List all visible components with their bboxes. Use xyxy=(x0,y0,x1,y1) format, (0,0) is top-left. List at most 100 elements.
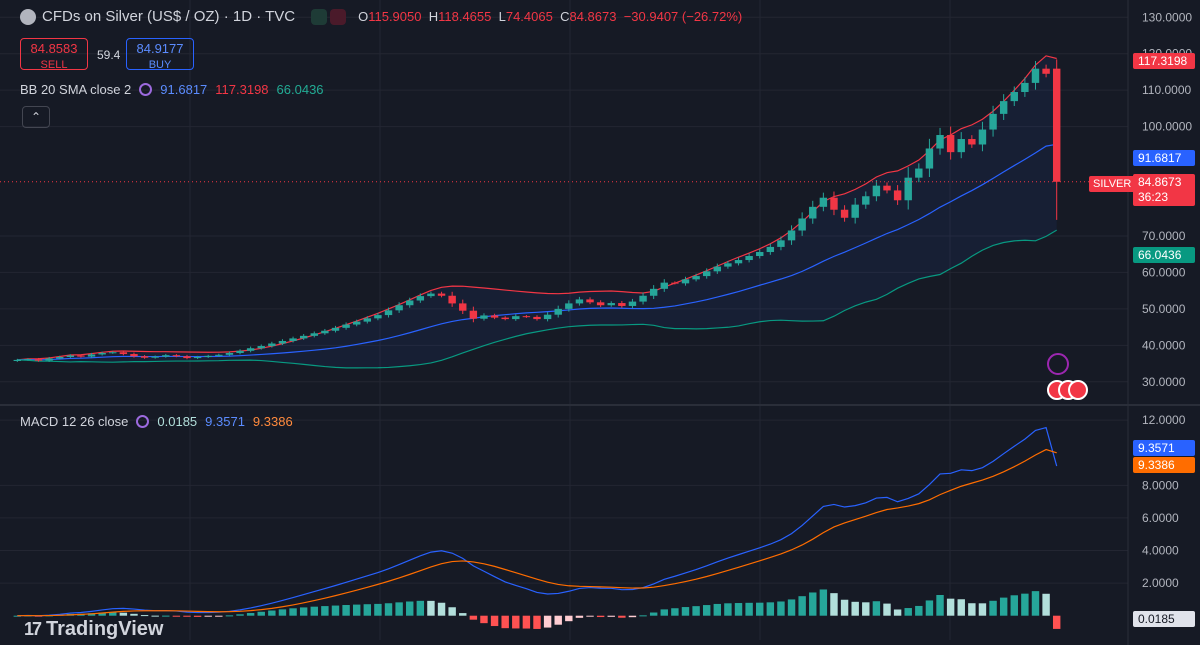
candle-body xyxy=(628,301,637,306)
macd-histogram-bar xyxy=(490,615,499,627)
macd-histogram-bar xyxy=(172,615,181,617)
bb-lower-price-tag: 66.0436 xyxy=(1133,247,1195,263)
candle-body xyxy=(130,354,138,357)
macd-axis-tick: 12.0000 xyxy=(1142,413,1186,427)
economic-event-icon-3[interactable] xyxy=(1068,380,1088,400)
macd-histogram-bar xyxy=(416,600,425,616)
symbol-title[interactable]: CFDs on Silver (US$ / OZ) · 1D · TVC xyxy=(42,8,296,25)
macd-histogram-bar xyxy=(427,600,435,616)
lightning-event-icon[interactable] xyxy=(1047,353,1069,375)
candle-body xyxy=(352,321,361,325)
macd-histogram-bar xyxy=(989,600,997,616)
macd-histogram-bar xyxy=(575,615,584,618)
macd-axis-tick: 6.0000 xyxy=(1142,511,1179,525)
candle-body xyxy=(45,358,53,361)
candle-body xyxy=(713,266,722,272)
macd-histogram-bar xyxy=(692,606,700,616)
macd-histogram-bar xyxy=(702,605,711,616)
macd-histogram-bar xyxy=(830,593,838,616)
macd-line-value: 9.3571 xyxy=(205,414,245,429)
macd-histogram-bar xyxy=(289,608,297,616)
macd-histogram-bar xyxy=(363,604,372,616)
candle-body xyxy=(1031,68,1040,83)
candle-body xyxy=(278,340,287,344)
candle-body xyxy=(512,316,520,320)
macd-histogram-bar xyxy=(925,600,934,616)
market-open-icon[interactable] xyxy=(311,8,328,25)
candle-body xyxy=(702,271,711,277)
candle-body xyxy=(586,299,594,303)
price-axis-tick: 70.0000 xyxy=(1142,229,1186,243)
candle-body xyxy=(862,196,870,205)
signal-line-value: 9.3386 xyxy=(252,414,293,429)
macd-settings-icon[interactable] xyxy=(136,415,150,428)
candle-body xyxy=(1052,68,1061,182)
candle-body xyxy=(915,168,923,178)
candle-body xyxy=(851,204,859,218)
macd-axis-tick: 4.0000 xyxy=(1142,544,1179,558)
price-change: −30.9407 (−26.72%) xyxy=(623,9,743,24)
macd-histogram-bar xyxy=(459,613,467,616)
macd-histogram-bar xyxy=(649,612,658,616)
macd-histogram-bar xyxy=(374,603,382,616)
macd-histogram-bar xyxy=(162,615,170,617)
candle-body xyxy=(989,113,997,130)
candle-body xyxy=(883,185,891,191)
tradingview-wordmark: TradingView xyxy=(46,618,164,640)
sell-button[interactable]: 84.8583 SELL xyxy=(20,38,88,71)
collapse-legend-button[interactable]: ⌃ xyxy=(22,106,50,128)
bb-lower-line xyxy=(17,229,1058,369)
candle-body xyxy=(533,316,541,320)
candle-body xyxy=(575,299,584,304)
macd-hist-value: 0.0185 xyxy=(157,414,198,429)
candle-body xyxy=(427,293,435,297)
candle-body xyxy=(660,282,668,289)
candle-body xyxy=(978,129,987,145)
macd-histogram-bar xyxy=(904,608,912,616)
candle-body xyxy=(66,355,75,357)
bb-legend[interactable]: BB 20 SMA close 2 91.6817 117.3198 66.04… xyxy=(20,82,324,97)
macd-histogram-bar xyxy=(98,612,106,616)
candle-body xyxy=(34,359,43,361)
last-price-tag: 84.8673 36:23 xyxy=(1133,174,1195,206)
hist-price-tag: 0.0185 xyxy=(1133,611,1195,627)
candle-body xyxy=(225,352,234,355)
macd-legend[interactable]: MACD 12 26 close 0.0185 9.3571 9.3386 xyxy=(20,414,293,429)
data-status-icon[interactable] xyxy=(330,8,347,25)
silver-symbol-icon xyxy=(20,8,36,25)
macd-histogram-bar xyxy=(1052,615,1061,629)
macd-histogram-bar xyxy=(533,615,541,629)
candle-body xyxy=(777,240,785,247)
spread-value: 59.4 xyxy=(97,48,121,62)
price-axis-tick: 40.0000 xyxy=(1142,338,1186,352)
candle-body xyxy=(840,209,849,218)
bb-band-fill xyxy=(17,55,1057,368)
candle-body xyxy=(957,139,965,153)
indicator-settings-icon[interactable] xyxy=(139,83,153,96)
candle-body xyxy=(268,343,276,347)
candle-body xyxy=(151,356,159,358)
candle-body xyxy=(501,317,509,320)
candle-body xyxy=(649,288,658,296)
macd-histogram-bar xyxy=(957,599,965,616)
macd-histogram-bar xyxy=(1010,595,1018,616)
candle-body xyxy=(98,352,106,355)
macd-histogram-bar xyxy=(628,615,637,618)
macd-histogram-bar xyxy=(840,599,849,616)
candle-body xyxy=(872,185,881,197)
candle-body xyxy=(119,352,128,355)
buy-button[interactable]: 84.9177 BUY xyxy=(126,38,194,71)
macd-histogram-bar xyxy=(480,615,488,624)
macd-histogram-bar xyxy=(469,615,478,620)
candle-body xyxy=(257,346,265,349)
macd-histogram-bar xyxy=(543,615,552,628)
macd-histogram-bar xyxy=(883,603,891,616)
candle-body xyxy=(183,356,191,359)
candle-body xyxy=(830,197,838,210)
macd-histogram-bar xyxy=(183,615,191,617)
candle-body xyxy=(363,318,372,322)
tradingview-logo[interactable]: 17 TradingView xyxy=(24,618,163,641)
signal-price-tag: 9.3386 xyxy=(1133,457,1195,473)
ohlc-values: O115.9050 H118.4655 L74.4065 C84.8673 −3… xyxy=(358,9,743,24)
